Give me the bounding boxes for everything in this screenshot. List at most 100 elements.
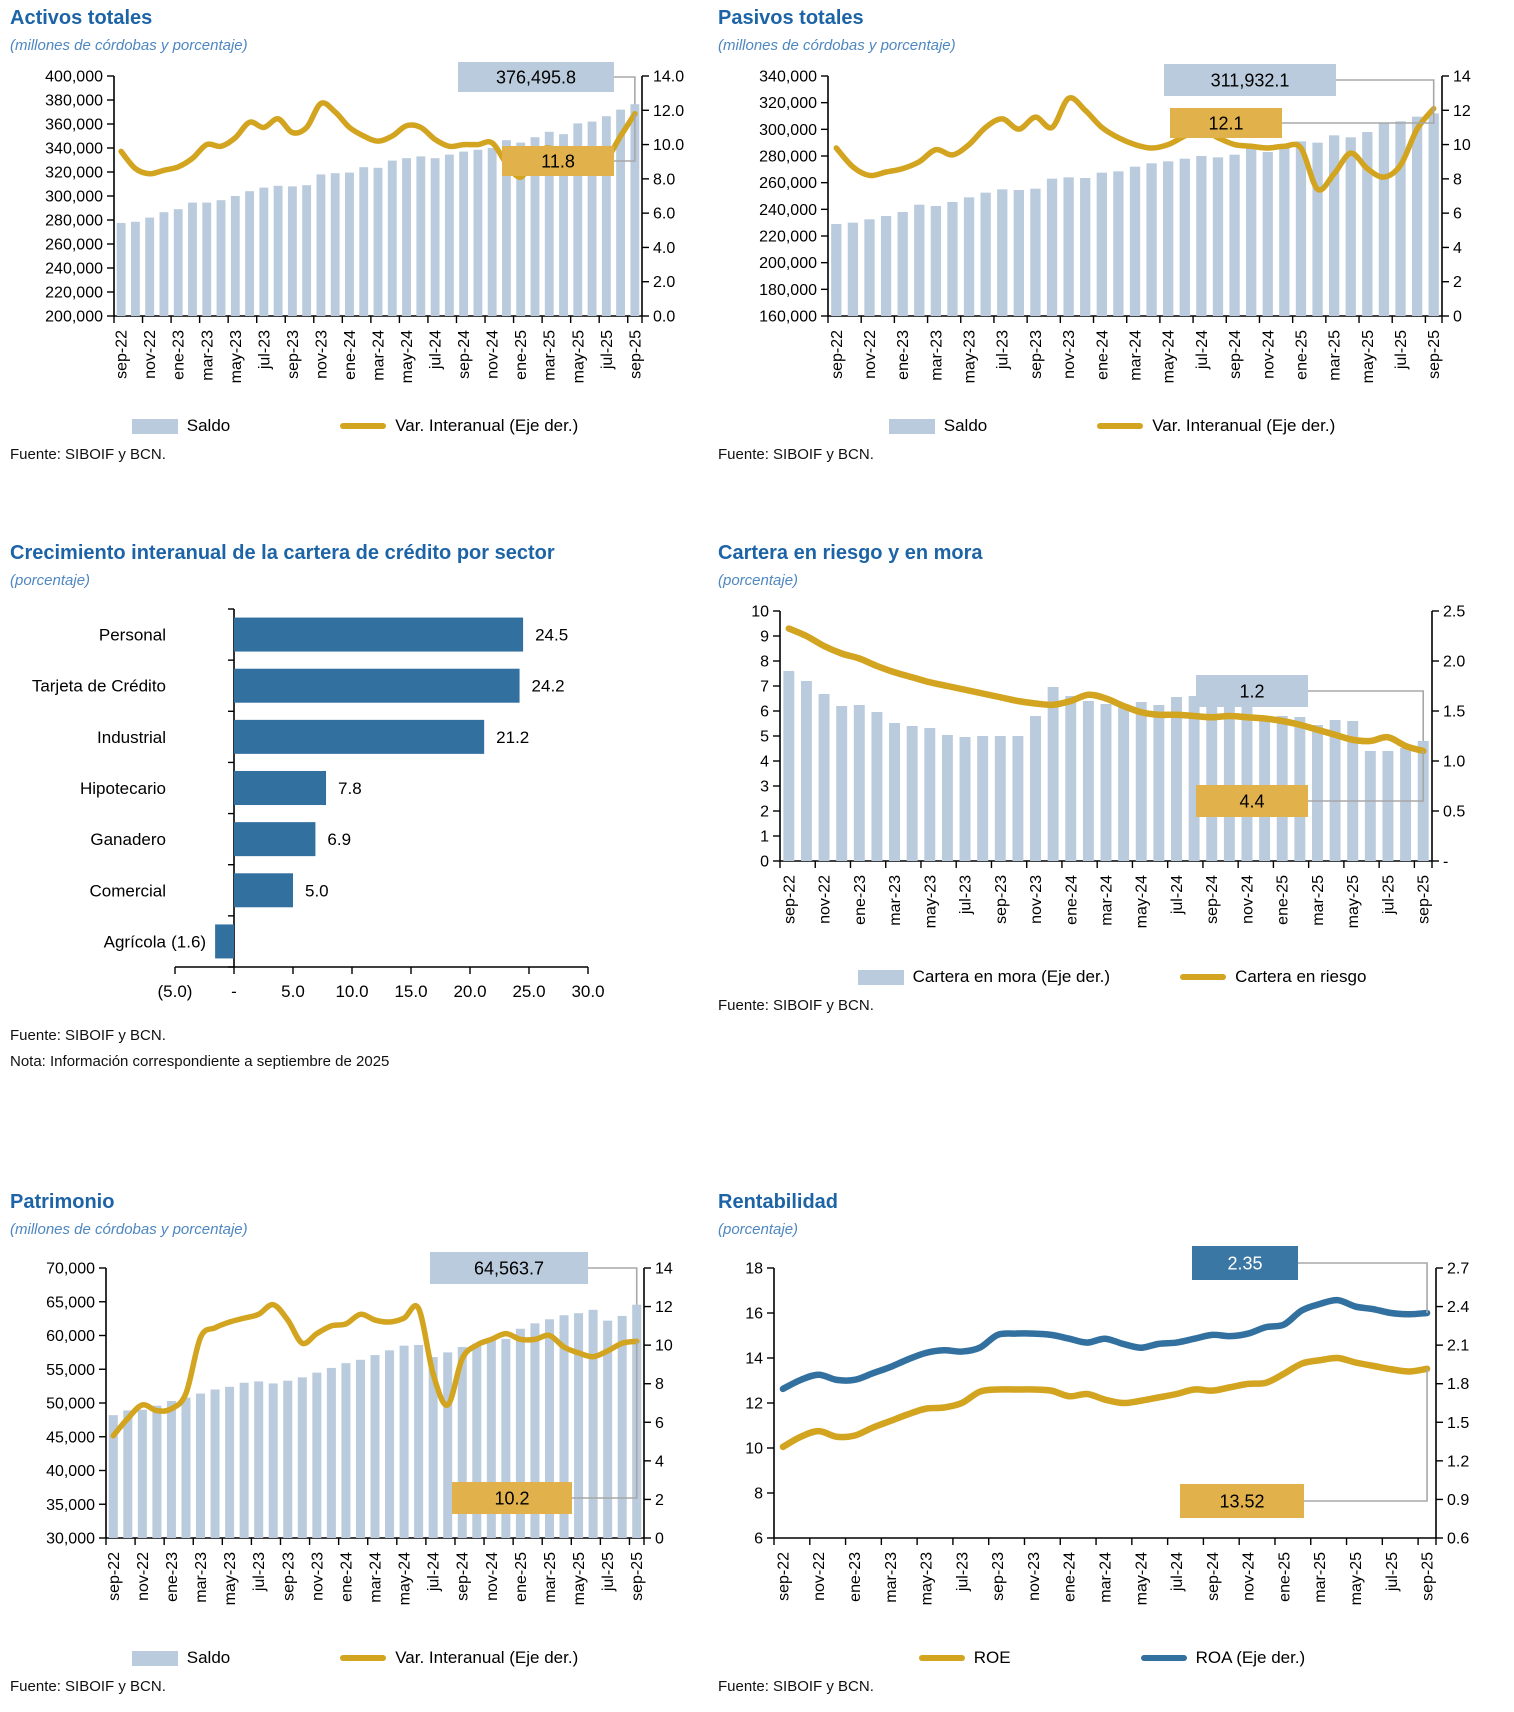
pasivos-chart: 340,000 320,000 300,000 280,000 260,000 240,0…: [718, 62, 1506, 414]
legend-item-var-interanual-eje-der: Var. Interanual (Eje der.): [340, 1648, 578, 1668]
x-axis-label: nov-22: [142, 330, 159, 379]
x-axis-label: sep-25: [627, 330, 644, 379]
x-axis-label: sep-22: [775, 1552, 792, 1601]
axis-label: 2: [760, 804, 769, 821]
axis-label: 6.0: [653, 206, 675, 223]
panel-credito-por-sector: Crecimiento interanual de la cartera de …: [10, 541, 700, 1070]
legend-line-swatch: [1140, 1655, 1187, 1661]
var-interanual-eje-der-line: [833, 95, 1437, 193]
x-axis-label: sep-22: [114, 330, 131, 379]
legend-item-var-interanual-eje-der: Var. Interanual (Eje der.): [340, 416, 578, 436]
x-axis-label: jul-24: [1169, 1552, 1186, 1592]
x-axis-label: ene-23: [164, 1552, 181, 1602]
saldo-bars: [831, 113, 1439, 316]
x-axis-label: may-25: [1345, 875, 1362, 928]
callout-64-563-7: 64,563.7: [430, 1252, 638, 1305]
axis-label: 2.35: [1227, 1254, 1262, 1274]
axis-label: 240,000: [45, 261, 103, 278]
x-axis-label: mar-23: [193, 1552, 210, 1603]
axis-label: -: [231, 982, 237, 1001]
chart-title-patrimonio: Patrimonio: [10, 1191, 115, 1213]
chart-title-sector: Crecimiento interanual de la cartera de …: [10, 542, 555, 564]
x-axis-label: jul-25: [599, 330, 616, 370]
x-axis-label: jul-23: [995, 330, 1012, 370]
axis-label: 11.8: [541, 152, 575, 172]
axis-label: 70,000: [46, 1261, 95, 1278]
x-axis-label: jul-23: [256, 330, 273, 370]
axis-label: 10: [751, 604, 769, 621]
x-axis-label: mar-25: [1312, 1552, 1329, 1603]
legend-label: Var. Interanual (Eje der.): [1152, 416, 1336, 435]
x-axis-label: jul-24: [1169, 875, 1186, 915]
source-note-pasivos: Fuente: SIBOIF y BCN.: [718, 446, 874, 463]
x-axis-label: nov-24: [1260, 330, 1277, 379]
x-axis-label: ene-25: [1293, 330, 1310, 380]
axis-label: 40,000: [46, 1463, 95, 1480]
legend-line-swatch: [1097, 423, 1144, 429]
axis-label: 10: [1453, 137, 1471, 154]
axis-label: 0: [655, 1531, 664, 1548]
axis-label: 12.0: [653, 103, 684, 120]
axis-label: 9: [760, 629, 769, 646]
chart-title-activos: Activos totales: [10, 7, 153, 29]
x-axis-label: jul-24: [428, 330, 445, 370]
axis-label: 12: [1453, 103, 1471, 120]
axes: 70,000 65,000 60,000 55,000 50,000 45,000 40,0…: [46, 1261, 673, 1606]
axis-label: 1.0: [1443, 754, 1465, 771]
x-axis-label: jul-24: [426, 1552, 443, 1592]
callout-376-495-8: 376,495.8: [458, 62, 636, 105]
x-axis-label: may-25: [571, 1552, 588, 1605]
x-axis-label: ene-24: [1062, 1552, 1079, 1602]
x-axis-label: sep-24: [1205, 1552, 1222, 1601]
axis-label: 14: [1453, 69, 1471, 86]
axis-label: 10.0: [335, 982, 368, 1001]
axis-label: 220,000: [45, 285, 103, 302]
x-axis-label: nov-24: [485, 330, 502, 379]
axis-label: (5.0): [158, 982, 193, 1001]
x-axis-label: ene-25: [513, 1552, 530, 1602]
axis-label: 14.0: [653, 69, 684, 86]
callout-12-1: 12.1: [1170, 108, 1435, 138]
legend-line-swatch: [340, 1655, 387, 1661]
legend-label: ROA (Eje der.): [1195, 1648, 1306, 1667]
x-axis-label: sep-24: [1227, 330, 1244, 379]
legend-line-swatch: [918, 1655, 965, 1661]
x-axis-label: jul-25: [1393, 330, 1410, 370]
x-axis-label: jul-23: [958, 875, 975, 915]
legend-line-swatch: [1180, 974, 1227, 980]
legend-bar-swatch: [888, 418, 935, 434]
axis-label: 10: [745, 1441, 763, 1458]
x-axis-label: sep-25: [1426, 330, 1443, 379]
axis-label: 7.8: [338, 779, 362, 798]
legend-item-saldo: Saldo: [131, 416, 230, 436]
panel-patrimonio: Patrimonio (millones de córdobas y porce…: [10, 1190, 700, 1695]
x-axis-label: jul-25: [1384, 1552, 1401, 1592]
x-axis-label: may-24: [1134, 875, 1151, 928]
axis-label: 8: [760, 654, 769, 671]
axis-label: 10.0: [653, 137, 684, 154]
axis-label: 2: [655, 1492, 664, 1509]
x-axis-label: may-24: [1161, 330, 1178, 383]
axis-label: 3: [760, 779, 769, 796]
callout-311-932-1: 311,932.1: [1164, 64, 1435, 114]
saldo-bars: [116, 104, 640, 317]
axis-label: 6: [1453, 206, 1462, 223]
axis-label: Hipotecario: [80, 779, 166, 798]
legend-label: Cartera en riesgo: [1235, 967, 1367, 986]
axis-label: 14: [745, 1351, 763, 1368]
axes: 340,000 320,000 300,000 280,000 260,000 240,0…: [759, 69, 1471, 384]
axis-label: 4.4: [1239, 792, 1264, 812]
x-axis-label: sep-24: [455, 1552, 472, 1601]
x-axis-label: sep-23: [285, 330, 302, 379]
x-axis-label: ene-25: [1275, 875, 1292, 925]
axis-label: 2.7: [1447, 1261, 1469, 1278]
axes: (5.0) - 5.0 10.0 15.0 20.0 25.0 30.0: [158, 608, 605, 1001]
legend-label: Cartera en mora (Eje der.): [912, 967, 1111, 986]
axis-label: 20.0: [453, 982, 486, 1001]
axis-label: 6.9: [327, 830, 351, 849]
x-axis-label: mar-24: [368, 1552, 385, 1603]
activos-legend: Saldo Var. Interanual (Eje der.): [10, 416, 700, 436]
axis-label: 160,000: [759, 309, 817, 326]
x-axis-label: jul-25: [600, 1552, 617, 1592]
x-axis-label: sep-23: [990, 1552, 1007, 1601]
